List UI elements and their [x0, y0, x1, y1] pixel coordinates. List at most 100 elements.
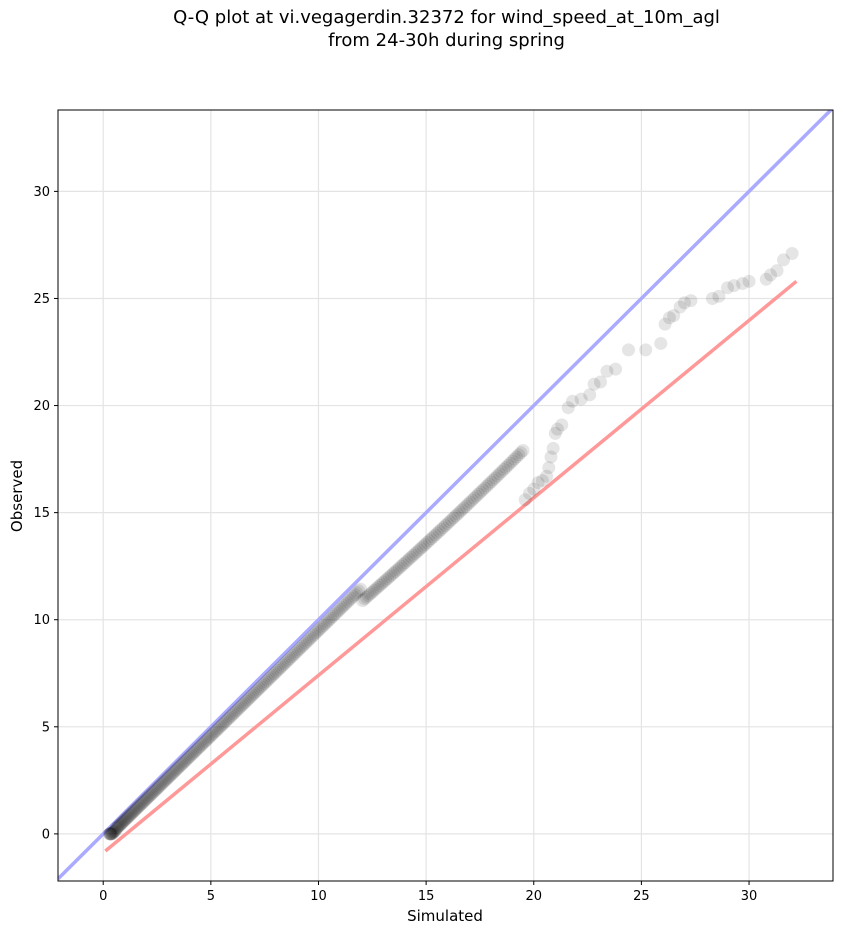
qq-point — [465, 493, 479, 507]
qq-point — [168, 764, 182, 778]
qq-point — [505, 454, 519, 468]
qq-point — [434, 522, 448, 536]
qq-point — [436, 520, 450, 534]
qq-point — [365, 585, 379, 599]
qq-point — [662, 311, 676, 325]
qq-point — [469, 489, 483, 503]
qq-point — [137, 794, 151, 808]
qq-point — [140, 791, 154, 805]
qq-point — [499, 460, 513, 474]
qq-point — [124, 807, 138, 821]
qq-point — [308, 627, 322, 641]
qq-point — [226, 707, 240, 721]
qq-point — [299, 636, 313, 650]
qq-point — [176, 756, 190, 770]
qq-point — [764, 268, 778, 282]
qq-point — [195, 738, 209, 752]
qq-point — [457, 501, 471, 515]
qq-point — [130, 801, 144, 815]
qq-point — [667, 309, 681, 323]
qq-point — [414, 541, 428, 555]
qq-point — [236, 697, 250, 711]
qq-point — [212, 720, 226, 734]
qq-point — [342, 593, 356, 607]
qq-point — [143, 789, 157, 803]
qq-point — [770, 264, 784, 278]
qq-point — [352, 584, 366, 598]
qq-point — [444, 513, 458, 527]
x-tick-label: 0 — [99, 889, 107, 904]
qq-point — [295, 640, 309, 654]
qq-point — [230, 704, 244, 718]
qq-point — [348, 588, 362, 602]
qq-point — [239, 694, 253, 708]
qq-point — [171, 761, 185, 775]
qq-point — [654, 336, 668, 350]
qq-point — [522, 486, 536, 500]
qq-point — [501, 458, 515, 472]
grid — [58, 110, 833, 881]
x-axis-ticks: 0 5 10 15 20 25 30 — [99, 881, 757, 904]
qq-point — [390, 563, 404, 577]
qq-point — [279, 655, 293, 669]
qq-point — [430, 526, 444, 540]
qq-point — [290, 645, 304, 659]
qq-point — [594, 375, 607, 389]
qq-point — [139, 792, 153, 806]
qq-point — [484, 475, 498, 489]
qq-point — [134, 798, 148, 812]
qq-point — [209, 723, 223, 737]
qq-point — [328, 608, 342, 622]
qq-point — [131, 800, 145, 814]
qq-point — [402, 552, 416, 566]
qq-point — [257, 677, 271, 691]
qq-point — [315, 620, 329, 634]
qq-point — [398, 556, 412, 570]
qq-point — [313, 622, 327, 636]
qq-point — [418, 537, 432, 551]
qq-point — [587, 377, 601, 391]
qq-point — [408, 547, 422, 561]
qq-point — [776, 253, 790, 267]
qq-point — [471, 487, 485, 501]
y-axis-label: Observed — [8, 460, 26, 532]
qq-point — [451, 507, 465, 521]
qq-point — [217, 716, 231, 730]
y-tick-label: 30 — [33, 185, 50, 200]
qq-point — [234, 699, 248, 713]
qq-point — [202, 731, 216, 745]
qq-point — [110, 821, 124, 835]
qq-point — [175, 757, 189, 771]
qq-point — [177, 755, 191, 769]
qq-point — [146, 785, 160, 799]
chart-title-line-2: from 24-30h during spring — [328, 30, 565, 51]
qq-point — [242, 691, 256, 705]
qq-point — [223, 710, 237, 724]
y-axis-ticks: 0 5 10 15 20 25 30 — [33, 185, 58, 842]
qq-point — [112, 819, 126, 833]
qq-point — [266, 668, 280, 682]
qq-point — [192, 741, 206, 755]
x-axis-label: Simulated — [407, 907, 483, 925]
qq-point — [105, 826, 119, 840]
qq-point — [106, 826, 120, 840]
qq-point — [127, 804, 141, 818]
qq-point — [108, 823, 122, 837]
qq-point — [416, 539, 430, 553]
qq-point — [285, 650, 299, 664]
qq-point — [346, 589, 360, 603]
qq-point — [286, 648, 300, 662]
qq-point — [449, 509, 463, 523]
qq-point — [459, 499, 473, 513]
qq-point — [673, 300, 687, 314]
qq-point — [206, 726, 220, 740]
qq-point — [406, 548, 420, 562]
qq-point — [183, 749, 197, 763]
qq-point — [172, 760, 186, 774]
qq-point — [384, 568, 398, 582]
qq-point — [507, 452, 521, 466]
qq-point — [205, 728, 219, 742]
qq-point — [267, 667, 281, 681]
qq-point — [288, 646, 302, 660]
